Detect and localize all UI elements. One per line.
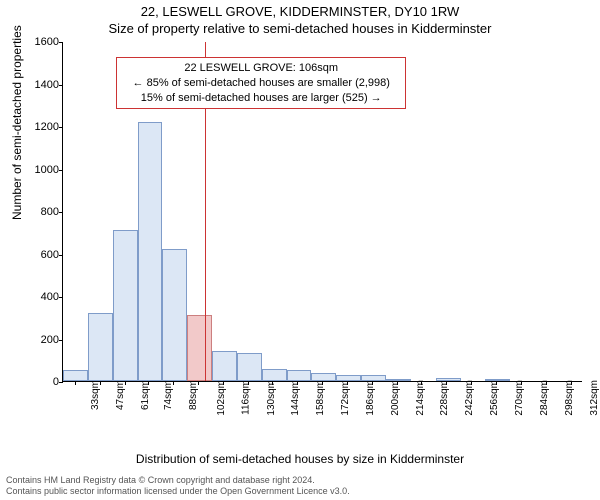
y-tick-label: 1600	[19, 36, 59, 48]
x-tick-label: 130sqm	[265, 380, 276, 416]
y-tick-label: 1400	[19, 79, 59, 91]
x-tick-label: 270sqm	[514, 380, 525, 416]
histogram-bar	[336, 375, 361, 381]
x-tick-mark	[223, 381, 224, 385]
histogram-bar	[262, 369, 287, 381]
histogram-bar	[162, 249, 187, 381]
x-tick-mark	[347, 381, 348, 385]
histogram-bar	[436, 378, 461, 381]
x-tick-mark	[322, 381, 323, 385]
y-tick-label: 0	[19, 376, 59, 388]
histogram-bar	[212, 351, 237, 381]
y-tick-mark	[59, 340, 63, 341]
histogram-bar	[485, 379, 510, 381]
y-tick-mark	[59, 170, 63, 171]
x-tick-mark	[421, 381, 422, 385]
x-tick-mark	[173, 381, 174, 385]
y-tick-mark	[59, 255, 63, 256]
y-tick-label: 400	[19, 291, 59, 303]
x-tick-mark	[198, 381, 199, 385]
x-tick-mark	[521, 381, 522, 385]
x-tick-label: 312sqm	[588, 380, 599, 416]
histogram-bar	[311, 373, 336, 382]
x-tick-label: 172sqm	[340, 380, 351, 416]
x-tick-label: 158sqm	[315, 380, 326, 416]
address-line: 22, LESWELL GROVE, KIDDERMINSTER, DY10 1…	[0, 4, 600, 19]
histogram-bar	[237, 353, 262, 381]
x-tick-label: 200sqm	[390, 380, 401, 416]
subtitle-line: Size of property relative to semi-detach…	[0, 21, 600, 36]
x-tick-mark	[546, 381, 547, 385]
x-tick-label: 298sqm	[564, 380, 575, 416]
x-tick-mark	[496, 381, 497, 385]
info-box-line-1: 22 LESWELL GROVE: 106sqm	[125, 61, 397, 76]
x-tick-mark	[148, 381, 149, 385]
y-tick-label: 1000	[19, 164, 59, 176]
info-box-line-2: ← 85% of semi-detached houses are smalle…	[125, 76, 397, 91]
y-tick-label: 800	[19, 206, 59, 218]
x-tick-label: 144sqm	[290, 380, 301, 416]
x-tick-label: 102sqm	[216, 380, 227, 416]
histogram-bar	[287, 370, 312, 381]
plot-region: 0200400600800100012001400160033sqm47sqm6…	[62, 42, 582, 382]
y-tick-mark	[59, 85, 63, 86]
histogram-bar	[361, 375, 386, 381]
x-tick-mark	[100, 381, 101, 385]
histogram-bar	[386, 379, 411, 381]
x-tick-mark	[372, 381, 373, 385]
x-tick-mark	[75, 381, 76, 385]
x-tick-label: 284sqm	[539, 380, 550, 416]
x-tick-mark	[125, 381, 126, 385]
x-axis-label: Distribution of semi-detached houses by …	[0, 452, 600, 466]
histogram-bar	[88, 313, 113, 381]
footer-attribution: Contains HM Land Registry data © Crown c…	[6, 475, 350, 498]
x-tick-label: 228sqm	[439, 380, 450, 416]
x-tick-label: 256sqm	[489, 380, 500, 416]
title-block: 22, LESWELL GROVE, KIDDERMINSTER, DY10 1…	[0, 0, 600, 36]
x-tick-mark	[272, 381, 273, 385]
y-tick-mark	[59, 212, 63, 213]
histogram-bar	[63, 370, 88, 381]
x-tick-label: 242sqm	[464, 380, 475, 416]
x-tick-mark	[297, 381, 298, 385]
y-tick-mark	[59, 297, 63, 298]
chart-area: 0200400600800100012001400160033sqm47sqm6…	[62, 42, 582, 412]
footer-line-2: Contains public sector information licen…	[6, 486, 350, 498]
x-tick-mark	[446, 381, 447, 385]
x-tick-mark	[571, 381, 572, 385]
x-tick-label: 116sqm	[240, 380, 251, 415]
x-tick-label: 61sqm	[140, 380, 151, 410]
histogram-bar	[113, 230, 138, 381]
info-box-line-3: 15% of semi-detached houses are larger (…	[125, 91, 397, 106]
x-tick-mark	[248, 381, 249, 385]
histogram-bar	[138, 122, 163, 381]
y-tick-label: 600	[19, 249, 59, 261]
y-tick-mark	[59, 127, 63, 128]
info-box: 22 LESWELL GROVE: 106sqm← 85% of semi-de…	[116, 57, 406, 110]
x-tick-mark	[471, 381, 472, 385]
y-tick-label: 1200	[19, 121, 59, 133]
y-tick-mark	[59, 42, 63, 43]
histogram-bar-highlight	[187, 315, 212, 381]
y-tick-mark	[59, 382, 63, 383]
y-tick-label: 200	[19, 334, 59, 346]
x-tick-label: 214sqm	[414, 380, 425, 416]
x-tick-label: 186sqm	[365, 380, 376, 416]
x-tick-mark	[397, 381, 398, 385]
footer-line-1: Contains HM Land Registry data © Crown c…	[6, 475, 350, 487]
